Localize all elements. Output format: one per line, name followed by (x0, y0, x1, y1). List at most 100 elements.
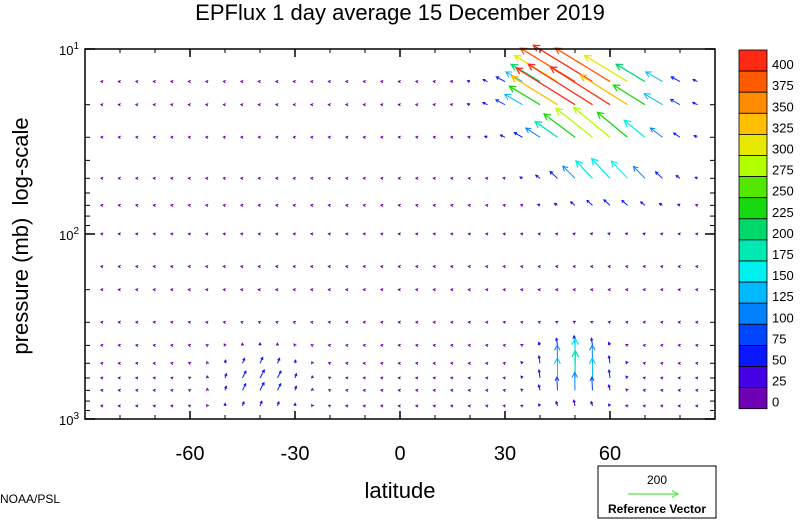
colorbar-cell (738, 281, 768, 304)
flux-vector (494, 99, 506, 106)
flux-vector (397, 203, 401, 208)
flux-vector (99, 376, 104, 380)
flux-vector (169, 103, 174, 107)
chart-title: EPFlux 1 day average 15 December 2019 (195, 0, 605, 25)
flux-vector (274, 79, 279, 84)
flux-vector (169, 232, 174, 236)
flux-vector (257, 203, 261, 208)
flux-vector (292, 288, 296, 292)
colorbar-cell (738, 70, 768, 93)
flux-vector (607, 288, 611, 292)
flux-vector (327, 79, 331, 84)
flux-vector (432, 343, 436, 348)
x-axis-label: latitude (365, 478, 436, 503)
flux-vector (99, 320, 104, 324)
credit-text: NOAA/PSL (0, 492, 60, 506)
flux-vector (152, 135, 156, 139)
flux-vector (204, 203, 209, 208)
flux-vector (691, 101, 698, 106)
flux-vector (257, 135, 261, 139)
flux-vector (484, 361, 489, 365)
flux-vector (572, 264, 576, 269)
flux-vector (205, 344, 209, 348)
flux-vector (134, 103, 139, 107)
flux-vector (187, 264, 191, 269)
flux-vector (239, 103, 244, 107)
colorbar-label: 275 (772, 163, 794, 178)
flux-vector (169, 79, 174, 84)
flux-vector (449, 376, 454, 380)
flux-vector (257, 264, 261, 269)
flux-vector (549, 66, 611, 106)
flux-vector (117, 320, 121, 324)
flux-vector (311, 403, 315, 408)
flux-vector (294, 385, 298, 391)
flux-vector (607, 403, 612, 407)
flux-vector (117, 288, 121, 292)
flux-vector (449, 232, 454, 236)
flux-vector (344, 376, 349, 380)
flux-vector (239, 203, 244, 208)
flux-vector (466, 102, 471, 107)
flux-vector (502, 176, 506, 180)
flux-vector (449, 320, 454, 324)
flux-vector (379, 288, 384, 292)
y-tick-label-0: 101 (59, 41, 79, 58)
flux-vector (643, 93, 663, 106)
colorbar-cell (738, 155, 768, 178)
flux-vector (520, 388, 524, 392)
flux-vector (222, 79, 226, 84)
flux-vector (117, 232, 121, 236)
flux-vector (204, 79, 209, 84)
flux-vector (258, 341, 262, 346)
flux-vector (99, 404, 104, 408)
flux-vector (152, 376, 156, 380)
flux-vector (467, 203, 471, 208)
flux-vector (672, 132, 681, 138)
flux-vector (134, 135, 139, 139)
reference-vector-value: 200 (647, 473, 667, 487)
flux-vector (152, 388, 156, 393)
flux-vector (520, 360, 524, 365)
flux-vector (432, 203, 436, 208)
flux-vector (169, 320, 174, 324)
flux-vector (134, 361, 139, 365)
flux-vector (327, 389, 332, 393)
flux-vector (677, 288, 681, 292)
flux-vector (327, 264, 331, 269)
colorbar-cell (738, 344, 768, 367)
flux-vector (508, 85, 541, 106)
flux-vector (169, 135, 174, 139)
flux-vector (344, 176, 349, 180)
flux-vector (397, 361, 401, 365)
flux-vector (275, 320, 279, 324)
flux-vector (694, 288, 699, 292)
flux-vector (484, 404, 489, 408)
flux-vector (518, 176, 523, 180)
flux-vector (117, 343, 121, 348)
flux-vector (134, 203, 139, 208)
flux-vector (204, 103, 209, 107)
flux-vector (187, 376, 192, 380)
flux-vector (276, 400, 280, 407)
flux-vector (274, 176, 279, 180)
x-axis: -60 -30 0 30 60 (119, 49, 681, 465)
flux-vector (484, 320, 489, 324)
flux-vector (659, 376, 664, 380)
flux-vector (292, 320, 297, 324)
flux-vector (134, 376, 139, 380)
flux-vector (694, 343, 699, 348)
flux-vector (502, 376, 506, 380)
flux-vector (572, 232, 576, 236)
flux-vector (344, 103, 349, 107)
flux-vector (694, 376, 699, 380)
flux-vector (524, 127, 541, 138)
flux-vector (449, 203, 454, 208)
flux-vector (432, 232, 436, 236)
flux-vector (572, 288, 576, 292)
colorbar-label: 225 (772, 205, 794, 220)
flux-vector (274, 203, 279, 208)
flux-vector (117, 79, 121, 84)
flux-vector (533, 120, 558, 138)
flux-vector (519, 203, 524, 207)
